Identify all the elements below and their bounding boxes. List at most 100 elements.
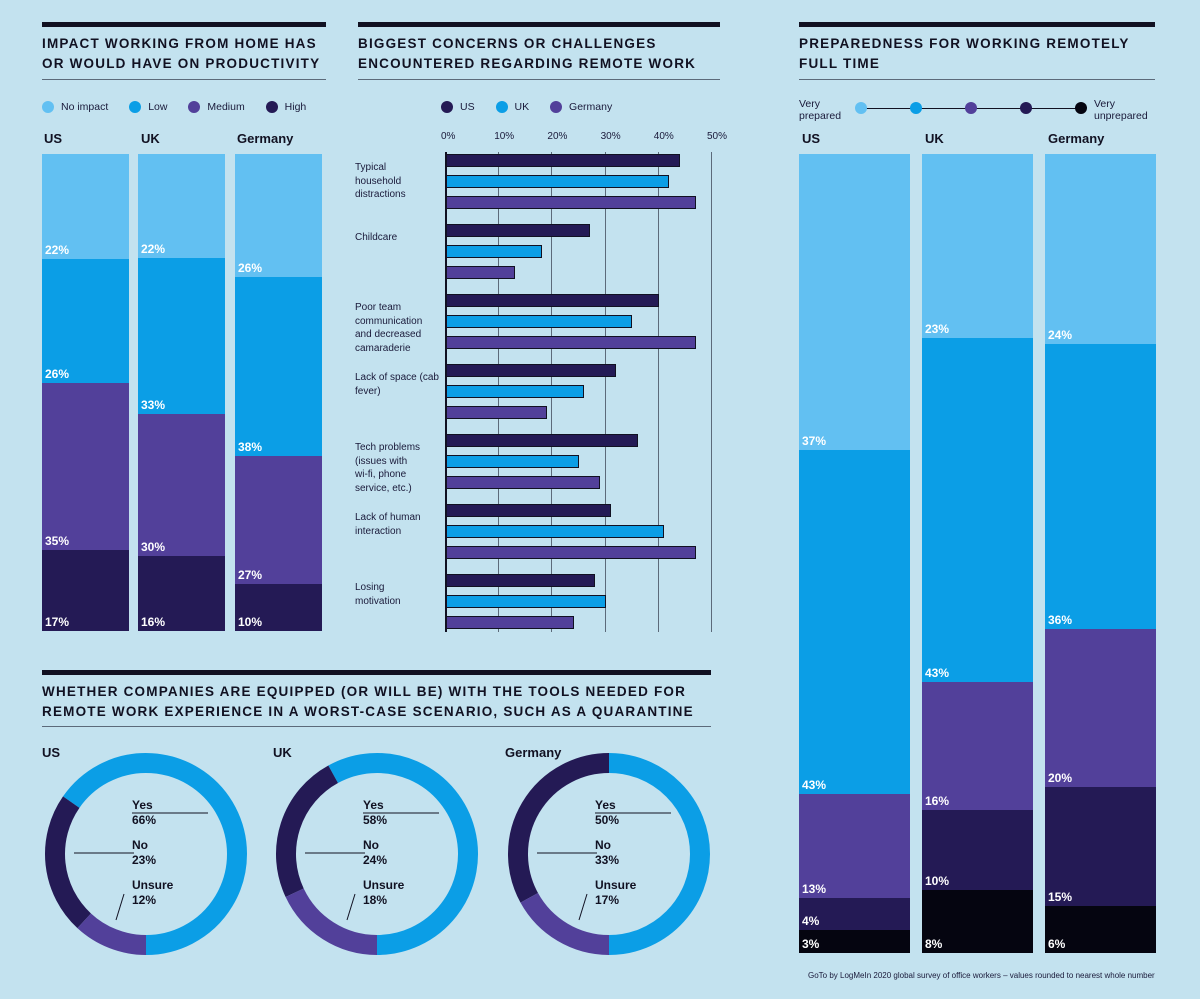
productivity-country-germany: Germany (237, 131, 294, 146)
legend-dot-germany (550, 101, 563, 113)
legend-medium: Medium (188, 101, 245, 113)
scale-dot-very-unprepared (1075, 102, 1087, 114)
stack-segment-medium: 30% (138, 414, 225, 556)
scale-left-label: Very prepared (799, 98, 842, 122)
scale-right-label: Very unprepared (1094, 98, 1148, 122)
equipped-rule (42, 726, 711, 727)
segment-value-label: 30% (141, 540, 166, 554)
legend-label: US (460, 101, 475, 113)
segment-value-label: 22% (141, 242, 166, 256)
segment-value-label: 8% (925, 937, 943, 951)
preparedness-top-bar (799, 22, 1155, 27)
bar-germany (446, 266, 515, 279)
category-label: Typical household distractions (355, 162, 406, 200)
stack-segment-low: 33% (138, 258, 225, 414)
x-tick-label: 0% (441, 131, 456, 142)
bar-us (446, 224, 590, 237)
segment-value-label: 36% (1048, 613, 1073, 627)
gridline (711, 152, 712, 632)
x-tick-label: 20% (547, 131, 568, 142)
segment-value-label: 43% (925, 666, 950, 680)
leader-line (578, 893, 588, 921)
legend-dot-no-impact (42, 101, 54, 113)
preparedness-column-us: 37% 43% 13% 4% 3% (799, 154, 910, 953)
concerns-title: BIGGEST CONCERNS OR CHALLENGES ENCOUNTER… (358, 36, 697, 71)
segment-value-label: 26% (45, 367, 70, 381)
stack-segment-high: 17% (42, 550, 129, 631)
donut-label-unsure: Unsure 17% (595, 878, 637, 907)
x-tick-label: 40% (653, 131, 674, 142)
segment-value-label: 15% (1048, 890, 1073, 904)
productivity-legend: No impact Low Medium High (42, 101, 342, 116)
bar-uk (446, 525, 664, 538)
donut-slice-yes (608, 753, 710, 955)
donut-country-label: UK (273, 745, 292, 760)
donut-country-label: US (42, 745, 61, 760)
legend-us: US (441, 101, 475, 113)
legend-low: Low (129, 101, 167, 113)
scale-dot-prepared (910, 102, 922, 114)
productivity-column-uk: 22% 33% 30% 16% (138, 154, 225, 631)
bar-uk (446, 175, 669, 188)
segment-value-label: 16% (925, 794, 950, 808)
stack-segment-very-unprepared: 6% (1045, 906, 1156, 953)
stack-segment-high: 16% (138, 556, 225, 631)
leader-line (115, 893, 125, 921)
x-tick-label: 50% (707, 131, 728, 142)
segment-value-label: 37% (802, 434, 827, 448)
legend-dot-low (129, 101, 142, 113)
productivity-column-us: 22% 26% 35% 17% (42, 154, 129, 631)
segment-value-label: 35% (45, 534, 70, 548)
legend-label: No impact (61, 101, 109, 113)
donut-slice-unsure (285, 888, 378, 955)
donut-slice-no (45, 796, 92, 929)
stack-segment-unprepared: 10% (922, 810, 1033, 890)
concerns-top-bar (358, 22, 720, 27)
segment-value-label: 4% (802, 914, 820, 928)
stack-segment-low: 38% (235, 277, 322, 456)
legend-dot-medium (188, 101, 201, 113)
segment-value-label: 27% (238, 568, 263, 582)
donut-label-unsure: Unsure 12% (132, 878, 174, 907)
stack-segment-no-impact: 22% (138, 154, 225, 258)
productivity-column-germany: 26% 38% 27% 10% (235, 154, 322, 631)
legend-dot-high (265, 101, 278, 113)
donut-label-yes: Yes 66% (132, 798, 157, 827)
equipped-top-bar (42, 670, 711, 675)
stack-segment-prepared: 36% (1045, 344, 1156, 629)
segment-value-label: 38% (238, 440, 263, 454)
preparedness-rule (799, 79, 1155, 80)
productivity-title: IMPACT WORKING FROM HOME HAS OR WOULD HA… (42, 36, 321, 71)
preparedness-column-uk: 23% 43% 16% 10% 8% (922, 154, 1033, 953)
x-tick-label: 30% (600, 131, 621, 142)
bar-germany (446, 616, 574, 629)
segment-value-label: 16% (141, 615, 166, 629)
donut-label-yes: Yes 58% (363, 798, 388, 827)
donut-label-no: No 33% (595, 838, 620, 867)
donut-label-no: No 23% (132, 838, 157, 867)
concerns-chart: 0% 10% 20% 30% 40% 50% Typical household distrac… (355, 128, 728, 638)
segment-value-label: 13% (802, 882, 827, 896)
stack-segment-very-prepared: 24% (1045, 154, 1156, 344)
bar-us (446, 434, 638, 447)
scale-dot-neutral (965, 102, 977, 114)
bar-uk (446, 385, 584, 398)
bar-germany (446, 196, 696, 209)
preparedness-column-germany: 24% 36% 20% 15% 6% (1045, 154, 1156, 953)
equipped-donuts: US Yes 66% No 23% Unsure 12% UK Yes 58% No 24% Unsur… (0, 740, 760, 970)
stack-segment-medium: 27% (235, 456, 322, 584)
preparedness-country-us: US (802, 131, 821, 146)
donut-country-label: Germany (505, 745, 562, 760)
gridline (604, 152, 606, 632)
donut-slice-unsure (77, 913, 147, 955)
stack-segment-very-prepared: 37% (799, 154, 910, 450)
donut-slice-no (508, 753, 610, 903)
segment-value-label: 22% (45, 243, 70, 257)
legend-label: Germany (569, 101, 613, 113)
stack-segment-medium: 35% (42, 383, 129, 550)
bar-uk (446, 595, 606, 608)
bar-uk (446, 315, 632, 328)
stack-segment-prepared: 43% (922, 338, 1033, 682)
leader-line (346, 893, 356, 921)
category-label: Poor team communication and decreased camar… (355, 302, 423, 354)
